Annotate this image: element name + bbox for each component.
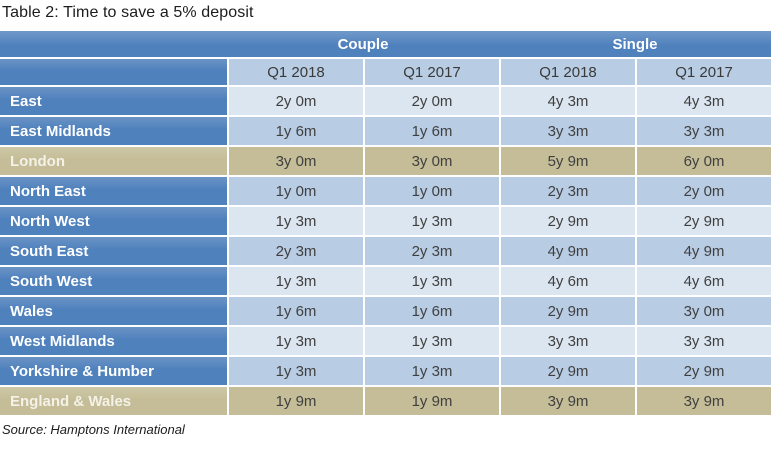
table-row: South West 1y 3m 1y 3m 4y 6m 4y 6m bbox=[0, 267, 771, 297]
region-label: West Midlands bbox=[0, 327, 227, 357]
value-couple-q1-2017: 1y 3m bbox=[363, 327, 499, 357]
region-label: North East bbox=[0, 177, 227, 207]
value-couple-q1-2018: 1y 3m bbox=[227, 207, 363, 237]
value-single-q1-2018: 3y 3m bbox=[499, 327, 635, 357]
value-couple-q1-2018: 1y 3m bbox=[227, 267, 363, 297]
value-couple-q1-2017: 3y 0m bbox=[363, 147, 499, 177]
column-header-empty bbox=[0, 59, 227, 87]
value-single-q1-2018: 3y 9m bbox=[499, 387, 635, 417]
group-header-single: Single bbox=[499, 31, 771, 59]
table-row: England & Wales 1y 9m 1y 9m 3y 9m 3y 9m bbox=[0, 387, 771, 417]
region-label: North West bbox=[0, 207, 227, 237]
region-label: Yorkshire & Humber bbox=[0, 357, 227, 387]
value-single-q1-2018: 5y 9m bbox=[499, 147, 635, 177]
value-single-q1-2018: 4y 6m bbox=[499, 267, 635, 297]
table-row: North East 1y 0m 1y 0m 2y 3m 2y 0m bbox=[0, 177, 771, 207]
column-header-single-q1-2018: Q1 2018 bbox=[499, 59, 635, 87]
value-single-q1-2017: 2y 0m bbox=[635, 177, 771, 207]
column-header-single-q1-2017: Q1 2017 bbox=[635, 59, 771, 87]
group-header-row: Couple Single bbox=[0, 31, 771, 59]
value-couple-q1-2017: 1y 6m bbox=[363, 297, 499, 327]
value-couple-q1-2017: 2y 0m bbox=[363, 87, 499, 117]
value-couple-q1-2017: 1y 3m bbox=[363, 357, 499, 387]
value-single-q1-2017: 3y 9m bbox=[635, 387, 771, 417]
value-single-q1-2018: 2y 9m bbox=[499, 207, 635, 237]
value-single-q1-2018: 2y 9m bbox=[499, 357, 635, 387]
region-label: England & Wales bbox=[0, 387, 227, 417]
value-couple-q1-2018: 1y 3m bbox=[227, 357, 363, 387]
value-couple-q1-2018: 1y 9m bbox=[227, 387, 363, 417]
value-couple-q1-2017: 1y 0m bbox=[363, 177, 499, 207]
value-single-q1-2017: 6y 0m bbox=[635, 147, 771, 177]
value-single-q1-2018: 4y 3m bbox=[499, 87, 635, 117]
value-couple-q1-2018: 1y 3m bbox=[227, 327, 363, 357]
group-header-couple: Couple bbox=[227, 31, 499, 59]
table-row: South East 2y 3m 2y 3m 4y 9m 4y 9m bbox=[0, 237, 771, 267]
table-row: London 3y 0m 3y 0m 5y 9m 6y 0m bbox=[0, 147, 771, 177]
deposit-table: Couple Single Q1 2018 Q1 2017 Q1 2018 Q1… bbox=[0, 31, 771, 417]
table-row: West Midlands 1y 3m 1y 3m 3y 3m 3y 3m bbox=[0, 327, 771, 357]
value-couple-q1-2017: 2y 3m bbox=[363, 237, 499, 267]
column-header-row: Q1 2018 Q1 2017 Q1 2018 Q1 2017 bbox=[0, 59, 771, 87]
value-single-q1-2017: 3y 0m bbox=[635, 297, 771, 327]
region-label: London bbox=[0, 147, 227, 177]
value-couple-q1-2018: 1y 6m bbox=[227, 117, 363, 147]
value-couple-q1-2018: 1y 6m bbox=[227, 297, 363, 327]
value-couple-q1-2018: 2y 3m bbox=[227, 237, 363, 267]
column-header-couple-q1-2017: Q1 2017 bbox=[363, 59, 499, 87]
value-couple-q1-2017: 1y 6m bbox=[363, 117, 499, 147]
region-label: Wales bbox=[0, 297, 227, 327]
table-title: Table 2: Time to save a 5% deposit bbox=[2, 4, 254, 21]
value-couple-q1-2018: 1y 0m bbox=[227, 177, 363, 207]
value-single-q1-2017: 4y 3m bbox=[635, 87, 771, 117]
value-couple-q1-2017: 1y 3m bbox=[363, 207, 499, 237]
source-note: Source: Hamptons International bbox=[2, 422, 185, 437]
value-single-q1-2017: 4y 9m bbox=[635, 237, 771, 267]
value-single-q1-2017: 2y 9m bbox=[635, 207, 771, 237]
column-header-couple-q1-2018: Q1 2018 bbox=[227, 59, 363, 87]
value-single-q1-2018: 2y 3m bbox=[499, 177, 635, 207]
value-couple-q1-2018: 2y 0m bbox=[227, 87, 363, 117]
table-row: North West 1y 3m 1y 3m 2y 9m 2y 9m bbox=[0, 207, 771, 237]
region-label: East bbox=[0, 87, 227, 117]
value-couple-q1-2017: 1y 9m bbox=[363, 387, 499, 417]
value-couple-q1-2018: 3y 0m bbox=[227, 147, 363, 177]
table-row: Yorkshire & Humber 1y 3m 1y 3m 2y 9m 2y … bbox=[0, 357, 771, 387]
value-single-q1-2017: 3y 3m bbox=[635, 327, 771, 357]
value-single-q1-2018: 3y 3m bbox=[499, 117, 635, 147]
table-row: East Midlands 1y 6m 1y 6m 3y 3m 3y 3m bbox=[0, 117, 771, 147]
value-single-q1-2018: 4y 9m bbox=[499, 237, 635, 267]
value-single-q1-2017: 2y 9m bbox=[635, 357, 771, 387]
table-row: Wales 1y 6m 1y 6m 2y 9m 3y 0m bbox=[0, 297, 771, 327]
value-single-q1-2018: 2y 9m bbox=[499, 297, 635, 327]
value-single-q1-2017: 4y 6m bbox=[635, 267, 771, 297]
value-single-q1-2017: 3y 3m bbox=[635, 117, 771, 147]
group-header-empty bbox=[0, 31, 227, 59]
report-page: Table 2: Time to save a 5% deposit Coupl… bbox=[0, 4, 771, 437]
table-row: East 2y 0m 2y 0m 4y 3m 4y 3m bbox=[0, 87, 771, 117]
value-couple-q1-2017: 1y 3m bbox=[363, 267, 499, 297]
region-label: East Midlands bbox=[0, 117, 227, 147]
region-label: South East bbox=[0, 237, 227, 267]
region-label: South West bbox=[0, 267, 227, 297]
